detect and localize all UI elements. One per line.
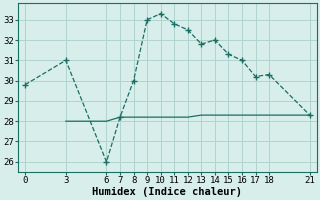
X-axis label: Humidex (Indice chaleur): Humidex (Indice chaleur): [92, 186, 243, 197]
